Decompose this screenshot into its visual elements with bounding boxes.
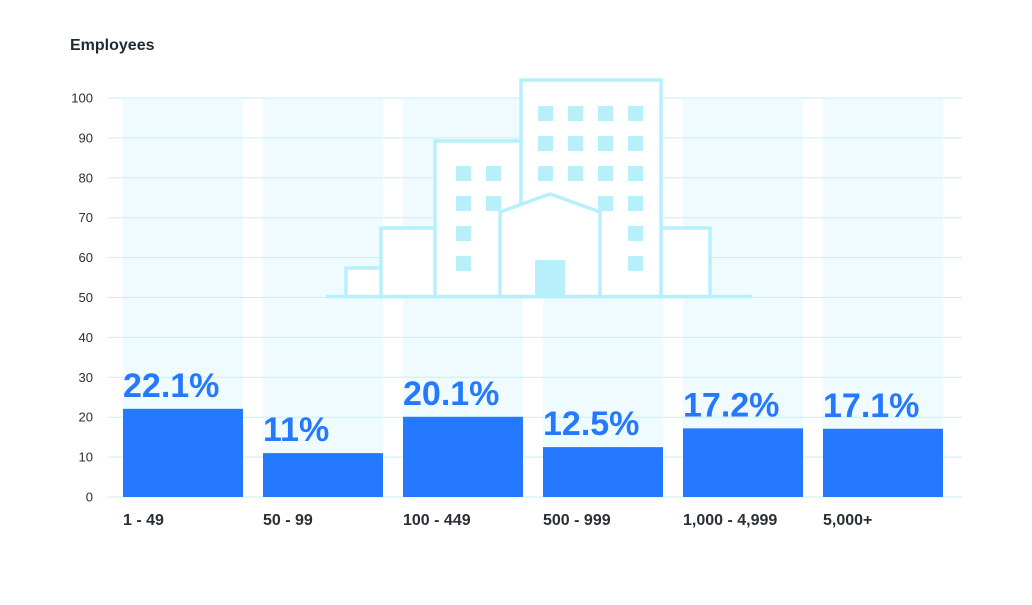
y-tick-label: 20 [79, 410, 93, 425]
data-label: 20.1% [403, 375, 499, 413]
bar [823, 428, 943, 497]
data-label: 17.2% [683, 386, 779, 424]
data-labels: 22.1% 11% 20.1% 12.5% 17.2% 17.1% [123, 367, 919, 449]
bars [123, 408, 943, 497]
x-axis-labels: 1 - 49 50 - 99 100 - 449 500 - 999 1,000 - 4… [123, 512, 872, 529]
bar [263, 453, 383, 497]
data-label: 12.5% [543, 405, 639, 443]
y-tick-label: 0 [86, 490, 93, 505]
bar [123, 408, 243, 497]
chart-title: Employees [70, 37, 155, 54]
y-tick-label: 70 [79, 210, 93, 225]
data-label: 17.1% [823, 387, 919, 425]
y-tick-label: 30 [79, 370, 93, 385]
bar [403, 416, 523, 497]
x-tick-label: 1,000 - 4,999 [683, 512, 777, 529]
y-tick-label: 40 [79, 330, 93, 345]
y-tick-label: 100 [71, 91, 93, 106]
y-tick-label: 90 [79, 130, 93, 145]
x-tick-label: 1 - 49 [123, 512, 164, 529]
y-axis-ticks: 0 10 20 30 40 50 60 70 80 90 100 [71, 91, 93, 505]
x-tick-label: 500 - 999 [543, 512, 611, 529]
office-building-icon [326, 78, 752, 299]
x-tick-label: 100 - 449 [403, 512, 471, 529]
y-tick-label: 60 [79, 250, 93, 265]
x-tick-label: 5,000+ [823, 512, 872, 529]
bar [543, 447, 663, 497]
bar [683, 428, 803, 497]
x-tick-label: 50 - 99 [263, 512, 313, 529]
data-label: 22.1% [123, 367, 219, 405]
y-tick-label: 50 [79, 290, 93, 305]
y-tick-label: 10 [79, 450, 93, 465]
data-label: 11% [263, 411, 329, 449]
y-tick-label: 80 [79, 170, 93, 185]
